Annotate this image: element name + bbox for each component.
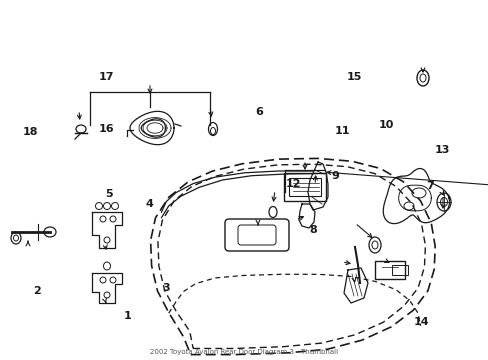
Bar [284, 173, 325, 201]
Text: 3: 3 [162, 283, 170, 293]
Text: 11: 11 [334, 126, 349, 136]
Bar [391, 265, 407, 275]
Text: 5: 5 [104, 189, 112, 199]
Text: 17: 17 [99, 72, 114, 82]
Text: 7: 7 [426, 181, 433, 192]
Text: 8: 8 [308, 225, 316, 235]
Bar [374, 261, 404, 279]
Text: 14: 14 [413, 317, 428, 327]
Text: 18: 18 [22, 127, 38, 138]
Text: 2: 2 [33, 286, 41, 296]
Text: 9: 9 [330, 171, 338, 181]
Text: 4: 4 [145, 199, 153, 210]
Bar [288, 178, 320, 196]
Text: 13: 13 [434, 145, 449, 156]
Text: 16: 16 [99, 124, 114, 134]
Text: 10: 10 [378, 120, 393, 130]
Text: 1: 1 [123, 311, 131, 321]
Text: 12: 12 [285, 179, 301, 189]
Text: 15: 15 [346, 72, 362, 82]
Text: 6: 6 [255, 107, 263, 117]
Text: 2002 Toyota Avalon Rear Door Diagram 3 - Thumbnail: 2002 Toyota Avalon Rear Door Diagram 3 -… [150, 349, 338, 355]
